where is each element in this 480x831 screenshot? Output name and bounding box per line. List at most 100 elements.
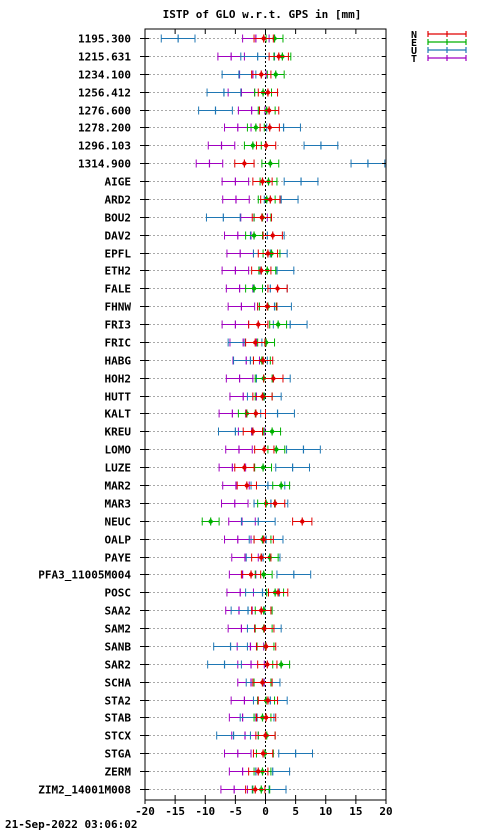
point-t: [225, 374, 254, 383]
point-t: [221, 499, 249, 508]
station-label: POSC: [105, 587, 132, 600]
point-u: [240, 517, 276, 526]
point-n: [248, 320, 269, 329]
point-n: [245, 785, 266, 794]
point-n: [257, 249, 279, 258]
point-n: [251, 553, 272, 562]
station-label: 1215.631: [78, 51, 131, 64]
point-t: [222, 195, 250, 204]
point-n: [234, 463, 255, 472]
point-n: [267, 284, 288, 293]
station-label: ARD2: [105, 194, 132, 207]
point-e: [269, 320, 288, 329]
station-label: 1256.412: [78, 87, 131, 100]
station-label: FHNW: [105, 301, 132, 314]
station-label: 1314.900: [78, 158, 131, 171]
point-n: [248, 767, 269, 776]
station-label: SANB: [105, 641, 132, 654]
point-e: [245, 284, 263, 293]
point-u: [213, 642, 248, 651]
legend-entry-n: N: [411, 30, 467, 41]
point-n: [251, 70, 272, 79]
station-label: 1276.600: [78, 105, 131, 118]
station-label: NEUC: [105, 516, 132, 529]
x-tick-label: 10: [319, 805, 332, 818]
point-n: [245, 338, 266, 347]
point-n: [268, 588, 289, 597]
point-t: [224, 123, 252, 132]
point-t: [221, 177, 250, 186]
point-n: [260, 195, 281, 204]
point-e: [254, 463, 273, 472]
point-u: [160, 34, 196, 43]
point-n: [263, 374, 284, 383]
station-label: STGA: [105, 748, 132, 761]
station-label: DAV2: [105, 230, 132, 243]
station-label: SAR2: [105, 659, 132, 672]
x-tick-label: 15: [349, 805, 362, 818]
station-label: KREU: [105, 426, 132, 439]
point-n: [257, 660, 278, 669]
station-label: KALT: [105, 408, 132, 421]
station-label: AIGE: [105, 176, 132, 189]
point-t: [225, 445, 253, 454]
station-label: STCX: [105, 730, 132, 743]
station-label: SAM2: [105, 623, 132, 636]
x-tick-label: 0: [262, 805, 269, 818]
station-label: 1195.300: [78, 33, 131, 46]
point-n: [255, 642, 277, 651]
point-u: [283, 177, 319, 186]
point-t: [221, 266, 250, 275]
point-n: [257, 302, 278, 311]
chart-title: ISTP of GLO w.r.t. GPS in [mm]: [163, 8, 362, 21]
point-t: [195, 159, 224, 168]
point-u: [350, 159, 386, 168]
x-tick-label: -5: [229, 805, 242, 818]
point-t: [220, 785, 248, 794]
point-t: [207, 141, 236, 150]
legend-label: E: [411, 38, 417, 49]
point-u: [221, 70, 257, 79]
point-n: [252, 392, 273, 401]
point-e: [201, 517, 220, 526]
station-label: ETH2: [105, 265, 132, 278]
point-n: [255, 141, 277, 150]
station-label: SCHA: [105, 677, 132, 690]
point-e: [261, 159, 280, 168]
station-label: MAR3: [105, 498, 132, 511]
point-t: [226, 249, 254, 258]
point-n: [254, 624, 275, 633]
station-label: FRIC: [105, 337, 132, 350]
station-label: ZIM2_14001M008: [38, 784, 131, 797]
station-label: FRI3: [105, 319, 132, 332]
point-n: [251, 606, 272, 615]
point-t: [217, 52, 245, 61]
point-u: [206, 88, 242, 97]
point-u: [278, 749, 313, 758]
station-label: PAYE: [105, 552, 132, 565]
x-tick-label: -10: [195, 805, 215, 818]
point-n: [252, 678, 273, 687]
point-n: [240, 570, 262, 579]
station-label: EPFL: [105, 248, 132, 261]
legend-label: T: [411, 54, 417, 65]
point-e: [263, 427, 282, 436]
point-n: [253, 535, 274, 544]
station-label: 1278.200: [78, 122, 131, 135]
station-label: OALP: [105, 534, 132, 547]
station-label: STAB: [105, 712, 132, 725]
station-label: STA2: [105, 695, 132, 708]
station-label: ZERM: [105, 766, 132, 779]
x-tick-label: 20: [379, 805, 392, 818]
point-n: [257, 696, 279, 705]
point-u: [198, 106, 233, 115]
point-n: [251, 266, 272, 275]
point-n: [253, 34, 274, 43]
x-tick-label: 5: [292, 805, 299, 818]
point-u: [286, 445, 321, 454]
point-n: [251, 213, 273, 222]
point-e: [245, 231, 263, 240]
legend-label: N: [411, 30, 417, 41]
station-label: 1234.100: [78, 69, 131, 82]
